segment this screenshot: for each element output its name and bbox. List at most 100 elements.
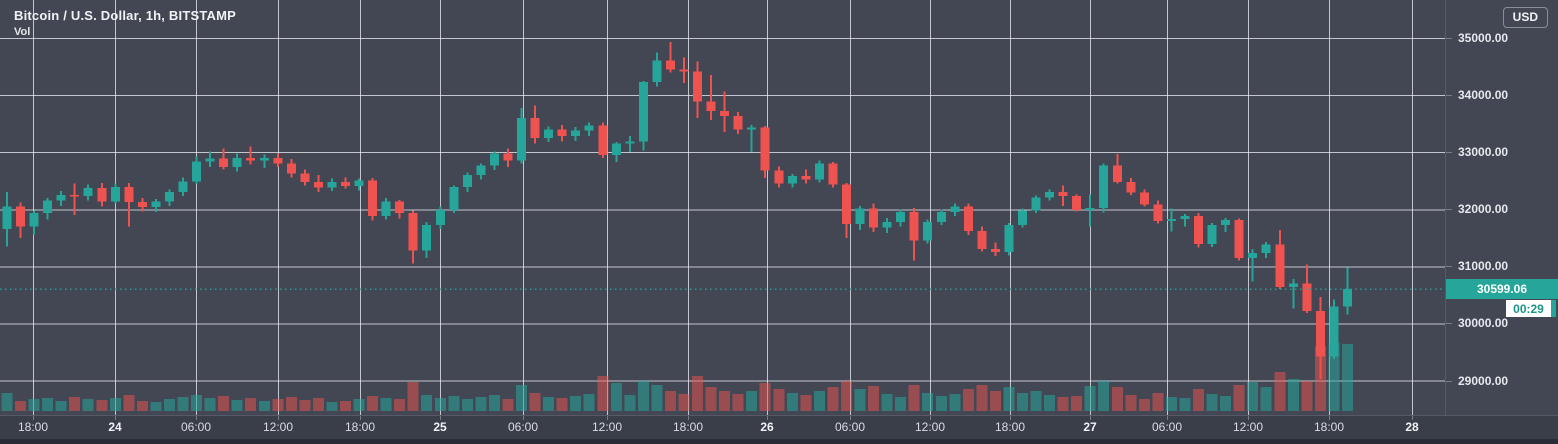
candle-up [259, 157, 269, 161]
volume-bar [610, 383, 622, 411]
candle-down [977, 230, 987, 250]
candle-up [1180, 216, 1190, 219]
candle-down [665, 60, 675, 70]
volume-bar [597, 376, 609, 411]
candle-up [923, 221, 933, 241]
time-axis-day-label: 25 [433, 420, 447, 434]
volume-bar [800, 395, 812, 411]
volume-bar [1328, 343, 1340, 411]
volume-bar [123, 395, 135, 411]
volume-indicator-label[interactable]: Vol [14, 26, 31, 38]
volume-bar [488, 395, 500, 411]
time-axis-label: 12:00 [914, 420, 946, 434]
volume-bar [1260, 387, 1272, 411]
candle-wick [750, 124, 753, 153]
time-axis-label: 12:00 [1232, 420, 1264, 434]
volume-bar [245, 398, 257, 411]
time-axis-tick [1167, 416, 1168, 420]
volume-bar [1193, 389, 1205, 411]
volume-bar [543, 397, 555, 411]
candle-up [747, 127, 757, 130]
candle-up [449, 186, 459, 210]
volume-bar [285, 397, 297, 411]
volume-bar [1111, 387, 1123, 411]
volume-bar [1287, 379, 1299, 411]
candle-wick [710, 75, 713, 121]
volume-bar [1, 393, 13, 411]
symbol-title[interactable]: Bitcoin / U.S. Dollar, 1h, BITSTAMP [14, 8, 237, 23]
candle-up [1085, 208, 1095, 210]
candle-down [1126, 181, 1136, 193]
time-axis-day-label: 24 [108, 420, 122, 434]
candle-wick [669, 41, 672, 73]
volume-bar [624, 395, 636, 411]
volume-bar [854, 389, 866, 411]
volume-bar [231, 400, 243, 411]
candle-up [1261, 244, 1271, 254]
price-axis[interactable]: USD 35000.00 34000.00 33000.00 32000.00 3100… [1445, 0, 1558, 415]
volume-bar [461, 399, 473, 411]
price-axis-label: 34000.00 [1458, 88, 1509, 103]
volume-bar [935, 396, 947, 411]
time-axis-day-label: 28 [1405, 420, 1419, 434]
volume-bar [1044, 395, 1056, 411]
candle-down [300, 173, 310, 182]
candle-down [598, 125, 608, 156]
volume-bar [840, 381, 852, 411]
volume-bar [1220, 396, 1232, 411]
volume-bar [326, 402, 338, 411]
candle-wick [73, 183, 76, 215]
candle-down [774, 170, 784, 184]
chart-legend: Bitcoin / U.S. Dollar, 1h, BITSTAMP Vol [14, 8, 236, 38]
candle-up [1166, 218, 1176, 222]
candle-up [787, 176, 797, 184]
candle-up [1342, 289, 1352, 307]
candle-down [1112, 165, 1122, 182]
candle-down [70, 194, 80, 197]
price-axis-tick [1446, 38, 1452, 39]
volume-bar [868, 386, 880, 411]
price-axis-tick [1446, 380, 1452, 382]
candle-down [1072, 196, 1082, 210]
volume-bar [1030, 391, 1042, 411]
volume-bar [353, 399, 365, 411]
volume-bar [109, 398, 121, 411]
candle-down [679, 69, 689, 72]
candle-down [693, 71, 703, 102]
candle-up [151, 201, 161, 207]
volume-bar [895, 397, 907, 411]
volume-bar [908, 385, 920, 411]
candle-up [178, 181, 188, 193]
candle-down [408, 213, 418, 251]
time-axis-label: 06:00 [180, 420, 212, 434]
volume-bar [82, 399, 94, 411]
candle-up [462, 175, 472, 187]
time-axis-tick [33, 416, 34, 420]
price-axis-tick [1446, 152, 1452, 154]
candle-down [137, 201, 147, 207]
volume-bar [1274, 372, 1286, 411]
time-axis-tick [440, 416, 441, 420]
volume-bar [637, 381, 649, 411]
candle-up [381, 201, 391, 217]
candle-down [273, 157, 283, 164]
price-axis-tick [1446, 266, 1452, 268]
volume-bar [340, 401, 351, 411]
candle-up [435, 209, 445, 226]
volume-bar [759, 383, 771, 411]
chart-pane[interactable] [0, 0, 1445, 415]
candle-down [801, 176, 811, 180]
volume-bar [96, 400, 108, 411]
currency-button[interactable]: USD [1502, 7, 1548, 28]
time-axis-day-label: 27 [1083, 420, 1097, 434]
candle-up [611, 143, 621, 156]
candle-up [192, 161, 202, 182]
volume-bar [881, 394, 893, 411]
volume-bar [989, 391, 1001, 411]
candle-up [43, 200, 53, 214]
candle-up [896, 212, 906, 222]
time-axis[interactable]: 18:00 24 06:00 12:00 18:00 25 06:00 12:00 18:00 2… [0, 415, 1558, 444]
time-axis-tick [1412, 416, 1413, 420]
time-axis-tick [278, 416, 279, 420]
candle-down [341, 181, 350, 186]
